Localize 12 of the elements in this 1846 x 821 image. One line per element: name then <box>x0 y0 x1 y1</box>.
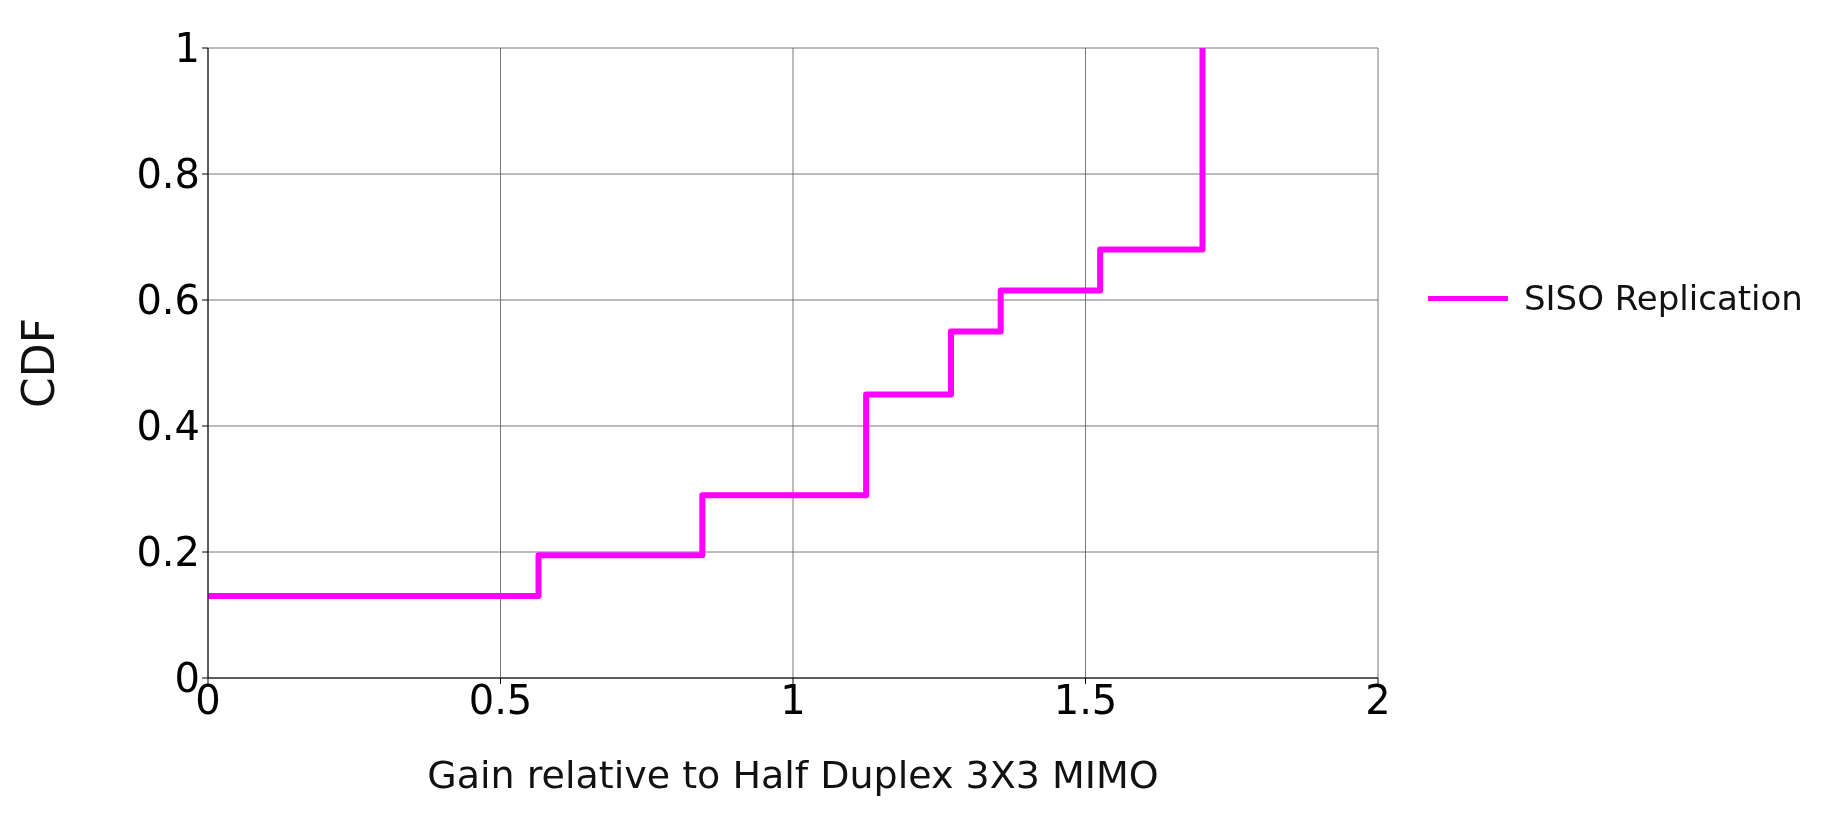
legend-label: SISO Replication <box>1524 278 1803 318</box>
x-tick-label: 0.5 <box>468 677 533 724</box>
y-axis-title: CDF <box>12 318 64 408</box>
y-tick-label: 1 <box>174 25 200 72</box>
y-tick-label: 0.8 <box>136 151 200 198</box>
x-tick-label: 1.5 <box>1053 677 1118 724</box>
y-tick-label: 0.4 <box>136 403 200 450</box>
x-tick-label: 2 <box>1365 677 1391 724</box>
x-axis-title: Gain relative to Half Duplex 3X3 MIMO <box>427 753 1159 797</box>
y-tick-label: 0.2 <box>136 529 200 576</box>
y-tick-label: 0.6 <box>136 277 200 324</box>
x-tick-label: 1 <box>780 677 806 724</box>
